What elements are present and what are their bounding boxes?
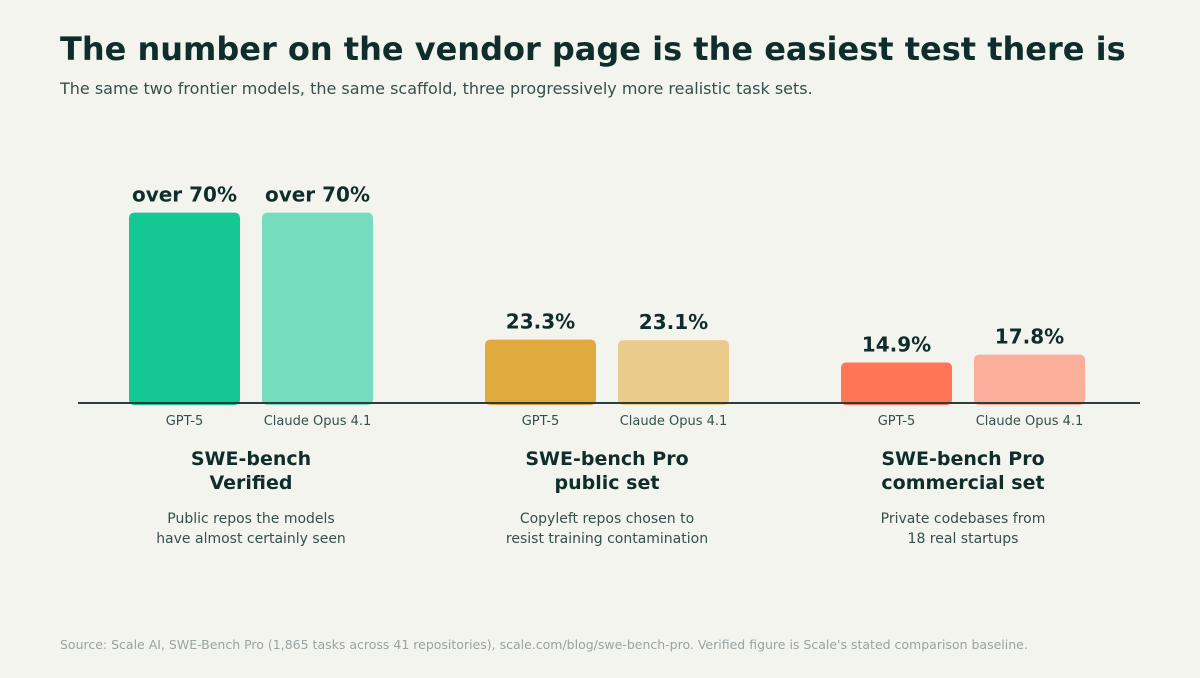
x-tick-label: GPT-5 <box>166 414 204 429</box>
data-label: 17.8% <box>995 325 1064 349</box>
source-note: Source: Scale AI, SWE-Bench Pro (1,865 t… <box>60 637 1028 652</box>
group-label: SWE-bench <box>191 448 311 470</box>
bar <box>262 212 373 405</box>
group-label: public set <box>555 472 660 494</box>
group-label: SWE-bench Pro <box>525 448 688 470</box>
group-label: SWE-bench Pro <box>881 448 1044 470</box>
group-description: Copyleft repos chosen to <box>520 511 694 527</box>
data-label: over 70% <box>132 183 237 207</box>
bar <box>129 212 240 405</box>
chart-subtitle: The same two frontier models, the same s… <box>60 79 813 98</box>
group-description: Public repos the models <box>167 511 334 527</box>
bar <box>841 362 952 405</box>
data-label: over 70% <box>265 183 370 207</box>
group-description: 18 real startups <box>908 531 1019 547</box>
group-description: have almost certainly seen <box>156 531 346 547</box>
x-tick-label: GPT-5 <box>522 414 560 429</box>
data-label: 23.1% <box>639 310 708 334</box>
group-label: Verified <box>209 472 292 494</box>
group-description: Private codebases from <box>881 511 1046 527</box>
x-tick-label: GPT-5 <box>878 414 916 429</box>
bar <box>485 339 596 405</box>
chart-title: The number on the vendor page is the eas… <box>60 30 1126 68</box>
bar <box>974 354 1085 405</box>
x-tick-label: Claude Opus 4.1 <box>264 414 372 429</box>
data-label: 14.9% <box>862 332 931 356</box>
x-tick-label: Claude Opus 4.1 <box>976 414 1084 429</box>
bar <box>618 340 729 405</box>
x-tick-label: Claude Opus 4.1 <box>620 414 728 429</box>
group-label: commercial set <box>881 472 1044 494</box>
data-label: 23.3% <box>506 310 575 334</box>
group-description: resist training contamination <box>506 531 708 547</box>
